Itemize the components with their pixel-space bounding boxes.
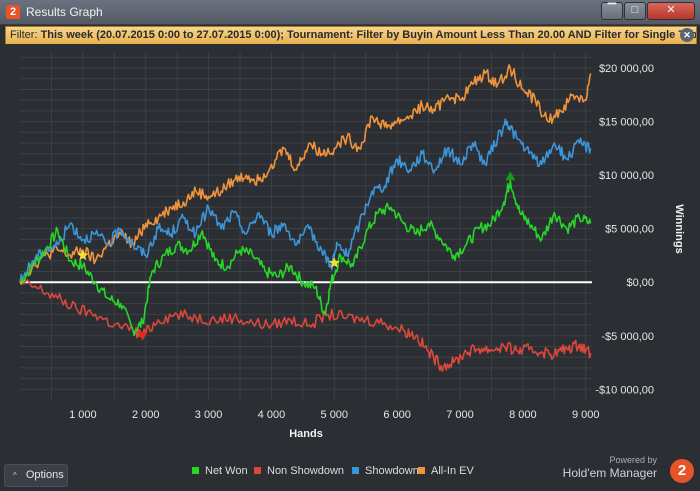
y-tick-label: $0,00 <box>626 277 654 289</box>
window-titlebar: 2 Results Graph ▔ □ ✕ <box>0 0 700 25</box>
y-axis-ticks: $20 000,00 $15 000,00 $10 000,00 $5 000,00 $… <box>595 63 654 396</box>
legend-item-net-won[interactable]: Net Won <box>192 465 248 477</box>
clear-filter-icon[interactable]: ✕ <box>680 28 694 42</box>
low-point-marker-icon <box>137 331 148 341</box>
brand-name: Hold'em Manager <box>562 466 657 480</box>
y-tick-label: -$5 000,00 <box>601 331 654 343</box>
filter-label: Filter: <box>10 29 38 41</box>
y-axis-label: Winnings <box>673 204 685 253</box>
series-line-net-won <box>19 179 592 337</box>
x-tick-label: 4 000 <box>258 409 286 421</box>
maximize-button[interactable]: □ <box>624 2 646 20</box>
y-tick-label: $20 000,00 <box>599 63 654 75</box>
chart-series <box>19 64 592 372</box>
high-point-marker-icon <box>505 171 516 181</box>
powered-by-text: Powered by <box>609 455 657 465</box>
x-axis-label: Hands <box>289 428 323 440</box>
hem-logo-icon: 2 <box>670 459 694 483</box>
x-tick-label: 2 000 <box>132 409 160 421</box>
x-axis-ticks: 1 000 2 000 3 000 4 000 5 000 6 000 7 000 8 000… <box>69 409 599 421</box>
legend-label: Showdown <box>365 465 419 477</box>
y-tick-label: $15 000,00 <box>599 117 654 129</box>
app-logo-icon: 2 <box>6 5 20 19</box>
x-tick-label: 6 000 <box>383 409 411 421</box>
legend-swatch <box>192 467 199 474</box>
x-tick-label: 8 000 <box>509 409 537 421</box>
legend-swatch <box>418 467 425 474</box>
legend-item-showdown[interactable]: Showdown <box>352 465 419 477</box>
x-tick-label: 1 000 <box>69 409 97 421</box>
filter-text: This week (20.07.2015 0:00 to 27.07.2015… <box>40 29 696 41</box>
legend-label: All-In EV <box>431 465 474 477</box>
chart-markers <box>77 171 516 341</box>
y-tick-label: $10 000,00 <box>599 170 654 182</box>
star-marker-icon <box>77 249 89 261</box>
chart-grid <box>20 52 592 400</box>
filter-bar: Filter: This week (20.07.2015 0:00 to 27… <box>5 26 697 45</box>
x-tick-label: 5 000 <box>321 409 349 421</box>
options-label: Options <box>25 469 64 481</box>
legend-label: Net Won <box>205 465 248 477</box>
legend-swatch <box>352 467 359 474</box>
x-tick-label: 7 000 <box>446 409 474 421</box>
close-button[interactable]: ✕ <box>647 2 695 20</box>
options-button[interactable]: ^ Options <box>4 464 68 487</box>
legend-item-all-in-ev[interactable]: All-In EV <box>418 465 474 477</box>
series-line-showdown <box>19 118 592 283</box>
legend-item-non-showdown[interactable]: Non Showdown <box>254 465 344 477</box>
legend-label: Non Showdown <box>267 465 345 477</box>
footer: ^ Options Net Won Non Showdown Showdown … <box>0 455 700 491</box>
window-title: Results Graph <box>26 5 103 19</box>
y-tick-label: $5 000,00 <box>605 224 654 236</box>
results-chart: 1 000 2 000 3 000 4 000 5 000 6 000 7 000 8 000… <box>0 44 700 461</box>
legend-swatch <box>254 467 261 474</box>
chevron-up-icon: ^ <box>13 471 17 480</box>
y-tick-label: -$10 000,00 <box>595 384 654 396</box>
x-tick-label: 3 000 <box>195 409 223 421</box>
chart-background <box>0 44 700 461</box>
star-marker-icon <box>328 256 340 268</box>
x-tick-label: 9 000 <box>572 409 600 421</box>
minimize-button[interactable]: ▔ <box>601 2 623 20</box>
